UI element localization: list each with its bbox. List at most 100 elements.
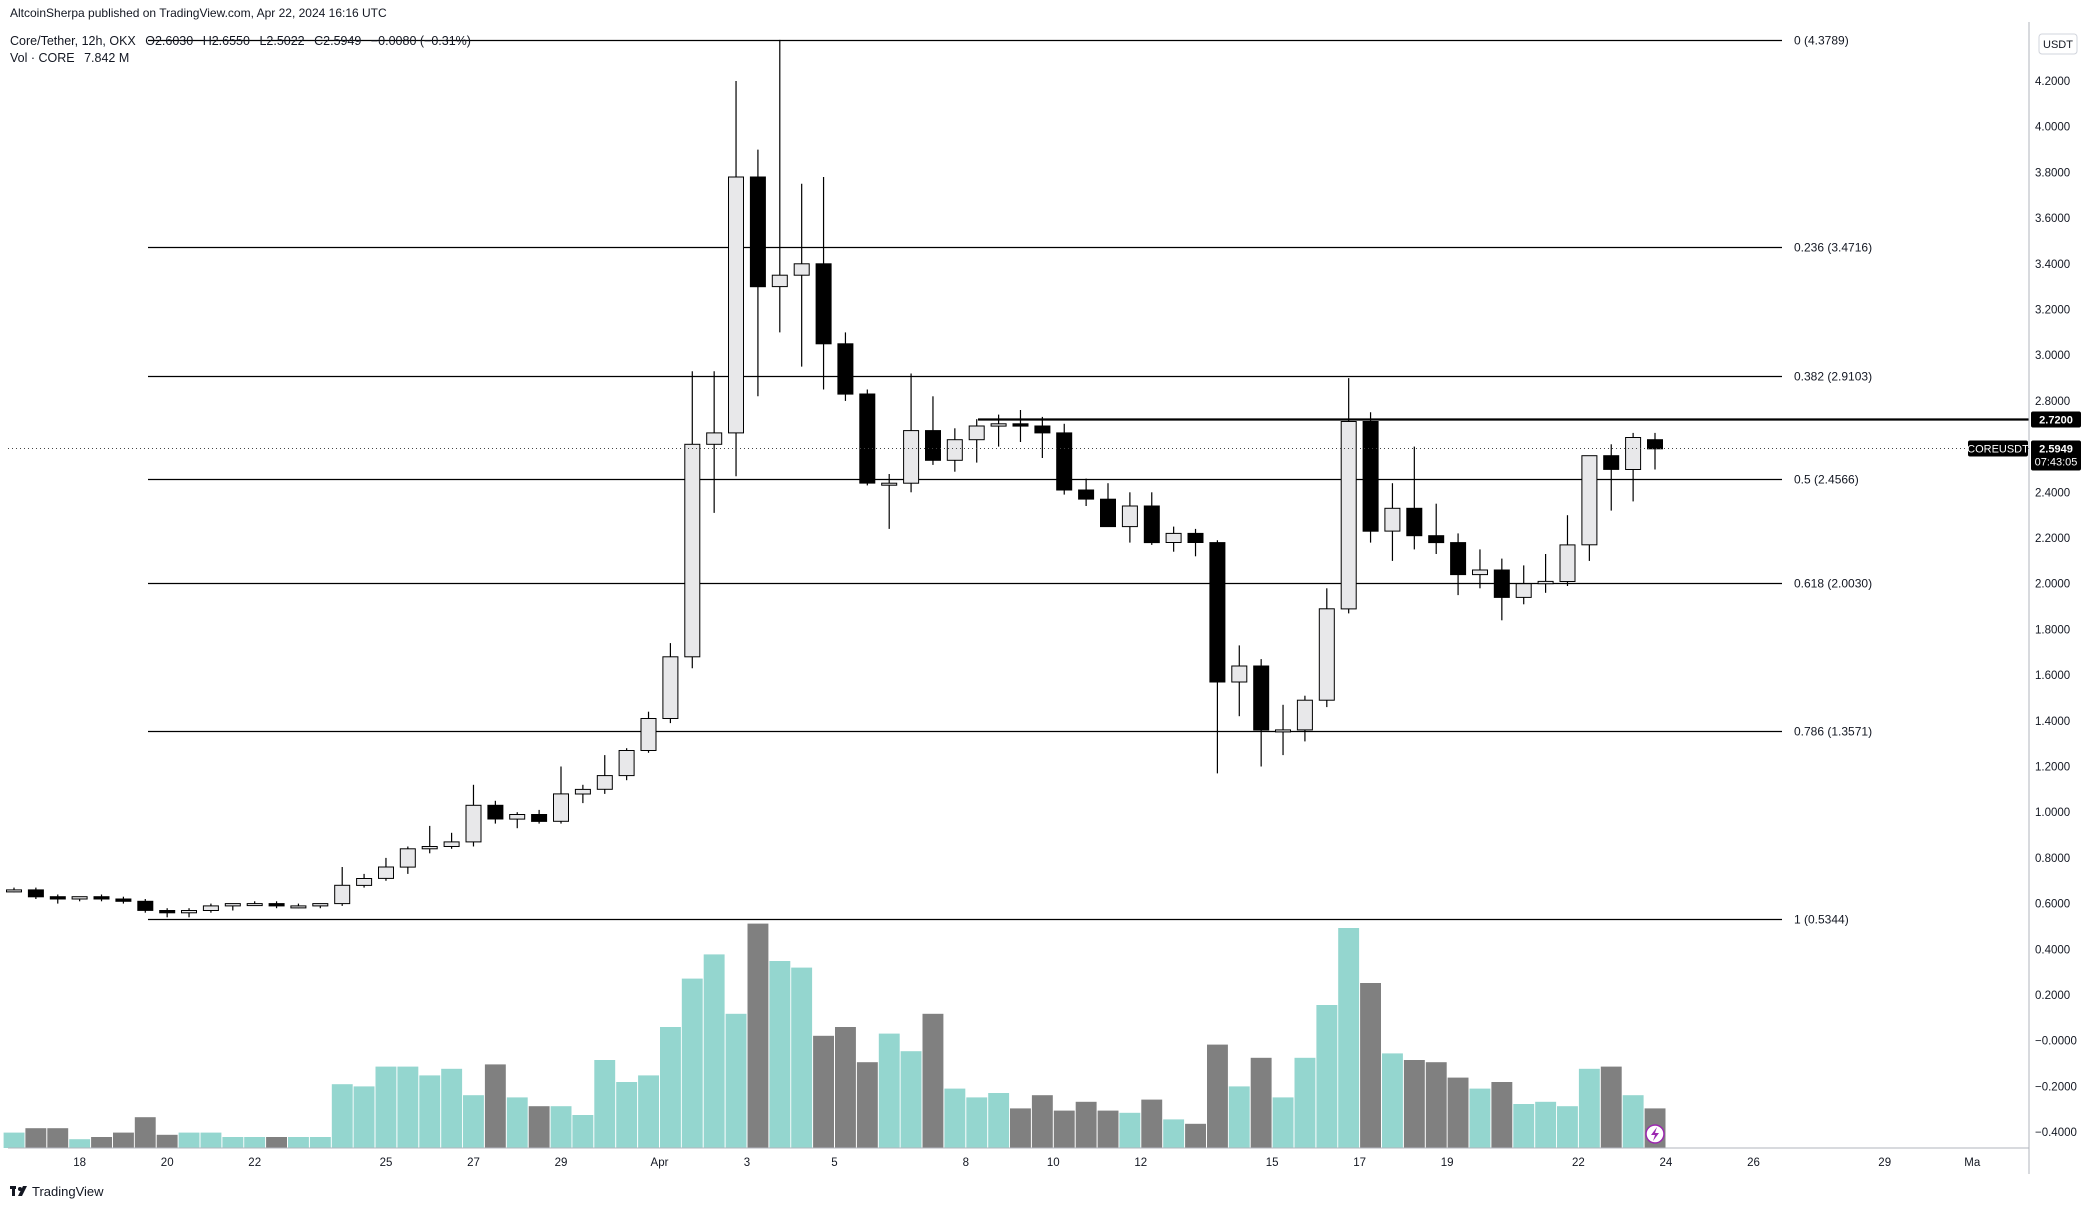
candle (1034, 416, 1051, 458)
currency-unit-button[interactable]: USDT (2038, 33, 2078, 55)
candle (881, 474, 898, 529)
candle-body (837, 343, 854, 395)
volume-bar (747, 923, 769, 1148)
candle-body (903, 430, 920, 484)
volume-bar (966, 1097, 988, 1148)
last-price-marker-text: 07:43:05 (2035, 457, 2078, 469)
time-tick-label: 22 (248, 1157, 261, 1169)
time-tick-label: 29 (1878, 1157, 1891, 1169)
time-tick-label: 17 (1353, 1157, 1366, 1169)
candle-body (1318, 608, 1335, 701)
time-tick-label: Apr (651, 1157, 669, 1169)
volume-bar (288, 1137, 309, 1148)
candle-body (1209, 542, 1226, 683)
candle-body (421, 846, 438, 850)
volume-label[interactable]: Vol · CORE (10, 51, 75, 65)
volume-bar (1425, 1062, 1447, 1148)
time-tick-label: 8 (963, 1157, 969, 1169)
candle (356, 873, 373, 888)
candle (137, 899, 154, 913)
volume-bar (156, 1134, 178, 1148)
volume-bar (1228, 1086, 1250, 1148)
volume-bar (200, 1132, 222, 1148)
time-tick-label: 24 (1660, 1157, 1673, 1169)
candle (640, 711, 657, 753)
candle-body (574, 788, 591, 795)
candle (115, 896, 132, 904)
candle-body (71, 896, 88, 900)
candle (1340, 378, 1357, 614)
time-tick-label: 10 (1047, 1157, 1060, 1169)
candle-body (749, 176, 766, 288)
symbol-price-tag[interactable]: COREUSDT (1967, 440, 2029, 457)
symbol-label[interactable]: Core/Tether, 12h, OKX (10, 34, 136, 48)
candle (815, 177, 832, 390)
candle (246, 901, 263, 907)
candle (1056, 423, 1073, 495)
fib-level-label: 0.618 (2.0030) (1794, 577, 1872, 591)
resistance-price-marker-box (2031, 411, 2081, 428)
candle-body (224, 903, 241, 907)
candle-body (465, 804, 482, 843)
candle (1012, 410, 1029, 442)
candle (487, 800, 504, 824)
candle-body (1165, 532, 1182, 544)
symbol-line[interactable]: Core/Tether, 12h, OKX O2.6030 H2.6550 L2… (10, 34, 477, 48)
candles (6, 39, 1663, 918)
price-tick-label: 0.2000 (2035, 990, 2070, 1002)
tradingview-logo-icon (10, 1186, 27, 1196)
candle (465, 784, 482, 847)
candle (509, 812, 526, 829)
volume-bar (222, 1137, 244, 1148)
last-price-marker-box (2031, 440, 2081, 471)
candle (946, 428, 963, 472)
price-tick-label: 3.2000 (2035, 305, 2070, 317)
price-tick-label: 2.8000 (2035, 396, 2070, 408)
time-tick-label: 18 (73, 1157, 86, 1169)
candle (1187, 528, 1204, 557)
candle (334, 867, 351, 906)
fib-retracement[interactable]: 0 (4.3789) 0.236 (3.4716) 0.382 (2.9103) 0.… (148, 34, 1872, 927)
lightning-icon[interactable] (1645, 1124, 1665, 1144)
price-axis[interactable]: 4.2000 4.0000 3.8000 3.6000 3.4000 3.2000 3.00… (2035, 76, 2077, 1139)
volume-bar (1272, 1097, 1294, 1148)
volume-bar (1360, 983, 1381, 1148)
candle-body (990, 423, 1007, 427)
volume-bar (1578, 1068, 1600, 1148)
candle (1625, 432, 1642, 502)
candle (93, 894, 110, 902)
candle-body (1078, 489, 1095, 500)
candle (1253, 659, 1270, 767)
volume-bar (791, 967, 813, 1148)
candle (49, 894, 66, 904)
resistance-price-marker[interactable]: 2.7200 (2031, 411, 2081, 428)
volume-bar (1535, 1101, 1557, 1148)
price-tick-label: 2.0000 (2035, 579, 2070, 591)
price-tick-label: 1.4000 (2035, 716, 2070, 728)
time-tick-label: 27 (467, 1157, 480, 1169)
candle-body (553, 793, 569, 822)
candle-body (596, 775, 613, 790)
candle (290, 903, 307, 909)
candle-body (859, 393, 876, 484)
volume-bar (1294, 1057, 1316, 1148)
candle-body (93, 896, 110, 900)
volume-bar (1097, 1110, 1119, 1148)
candle-body (706, 432, 723, 445)
price-tick-label: 1.0000 (2035, 807, 2070, 819)
volume-bar (550, 1106, 572, 1148)
candle-body (6, 889, 22, 893)
candle-body (1384, 507, 1401, 532)
time-axis[interactable]: 18 20 22 25 27 29 Apr 3 5 8 10 12 15 17 19 22 24 26 29 Ma (73, 1157, 1981, 1169)
candle (312, 903, 329, 909)
candle-body (1231, 665, 1248, 683)
high-value: H2.6550 (202, 34, 250, 48)
candle (378, 857, 394, 881)
candle (1275, 704, 1291, 756)
volume-line[interactable]: Vol · CORE 7.842 M (10, 51, 135, 65)
price-tick-label: 3.0000 (2035, 350, 2070, 362)
candle-body (181, 910, 197, 914)
